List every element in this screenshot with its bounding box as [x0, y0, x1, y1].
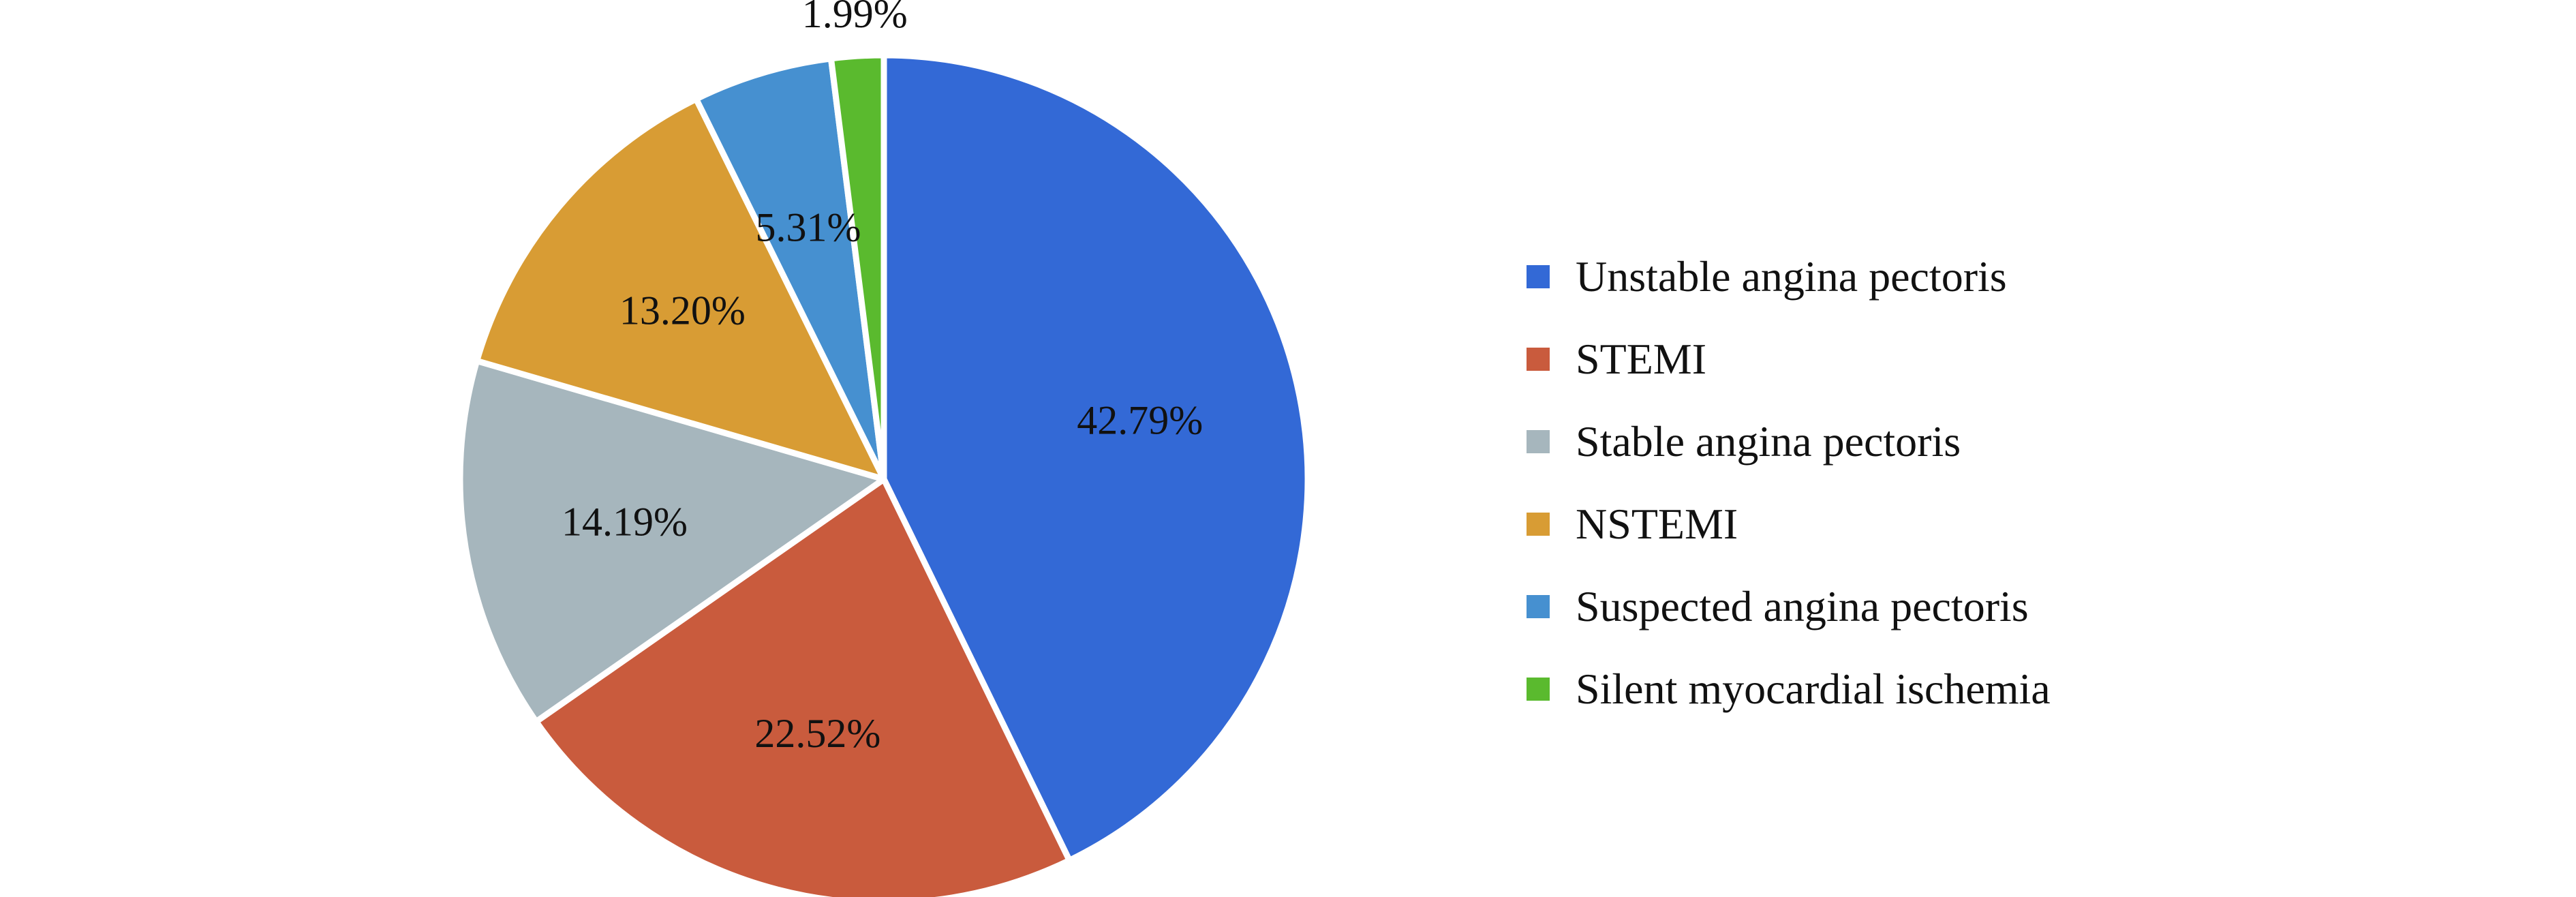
- legend-label: NSTEMI: [1576, 499, 1738, 548]
- pie-slice-silent-myocardial-ischemia: [827, 52, 887, 483]
- legend-swatch: [1527, 347, 1550, 371]
- data-label-stable-angina-pectoris: 14.19%: [562, 500, 688, 545]
- legend-swatch: [1527, 594, 1550, 618]
- legend-label: Silent myocardial ischemia: [1576, 664, 2051, 713]
- legend-swatch: [1527, 264, 1550, 288]
- legend-item-stable-angina-pectoris: Stable angina pectoris: [1527, 400, 2051, 483]
- data-label-unstable-angina-pectoris: 42.79%: [1077, 397, 1203, 442]
- legend-item-unstable-angina-pectoris: Unstable angina pectoris: [1527, 235, 2051, 318]
- legend-label: Unstable angina pectoris: [1576, 252, 2007, 301]
- legend-swatch: [1527, 677, 1550, 701]
- legend-item-nstemi: NSTEMI: [1527, 483, 2051, 565]
- pie-slice-nstemi: [474, 95, 887, 483]
- data-label-suspected-angina-pectoris: 5.31%: [756, 205, 861, 250]
- legend-swatch: [1527, 512, 1550, 536]
- legend-item-suspected-angina-pectoris: Suspected angina pectoris: [1527, 565, 2051, 648]
- legend-label: Stable angina pectoris: [1576, 416, 1961, 466]
- data-label-silent-myocardial-ischemia: 1.99%: [802, 0, 908, 36]
- legend: Unstable angina pectoris STEMI Stable angi…: [1527, 235, 2051, 730]
- pie-slice-suspected-angina-pectoris: [693, 55, 887, 483]
- legend-item-silent-myocardial-ischemia: Silent myocardial ischemia: [1527, 648, 2051, 730]
- legend-label: STEMI: [1576, 334, 1706, 383]
- data-label-stemi: 22.52%: [754, 711, 880, 756]
- pie-slice-stemi: [533, 476, 1073, 897]
- pie-slice-unstable-angina-pectoris: [880, 52, 1311, 864]
- legend-item-stemi: STEMI: [1527, 318, 2051, 400]
- legend-swatch: [1527, 429, 1550, 453]
- legend-label: Suspected angina pectoris: [1576, 581, 2029, 630]
- data-label-nstemi: 13.20%: [619, 288, 746, 333]
